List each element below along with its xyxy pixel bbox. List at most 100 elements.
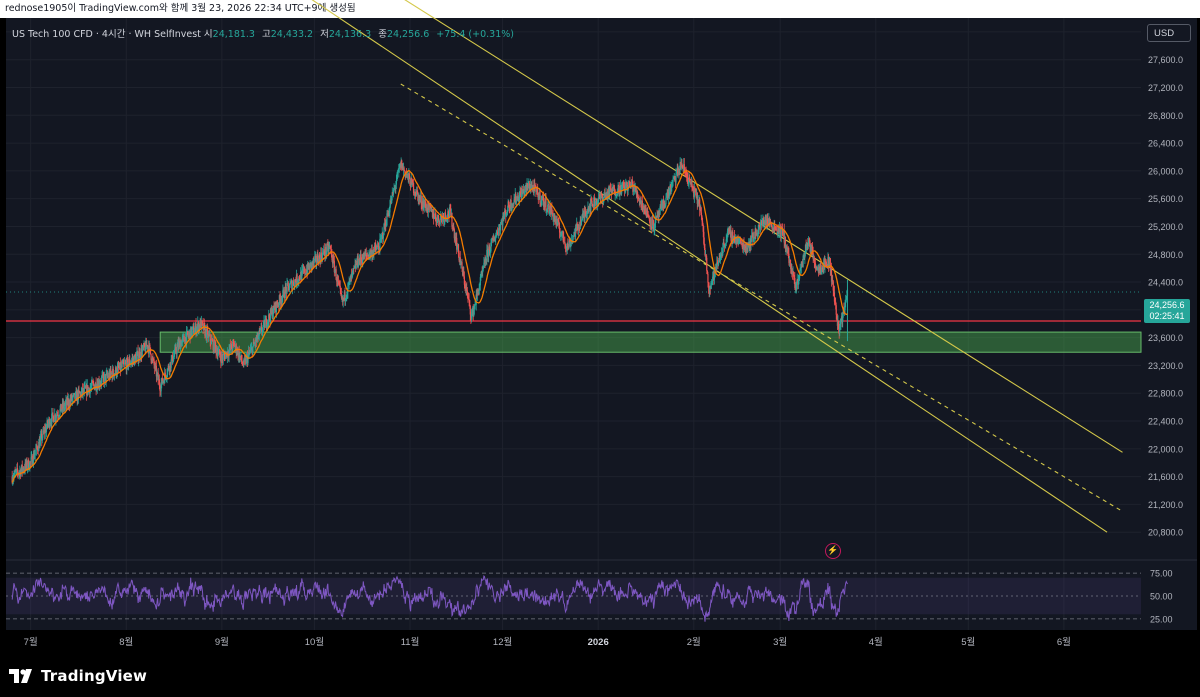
candle-body: [350, 274, 353, 276]
candle-body: [665, 196, 668, 198]
price-axis-area[interactable]: [1141, 18, 1197, 630]
candle-body: [236, 353, 238, 354]
candle-body: [31, 455, 33, 465]
candle-body: [437, 215, 439, 222]
candle-body: [338, 281, 340, 285]
candle-body: [298, 276, 301, 279]
candle-body: [785, 246, 787, 249]
candle-body: [347, 283, 350, 284]
candle-body: [243, 358, 246, 360]
candle-body: [417, 191, 419, 195]
candle-body: [87, 388, 90, 393]
rsi-line: [11, 574, 848, 622]
candle-body: [548, 211, 551, 214]
candle-body: [832, 280, 834, 282]
candle-body: [323, 249, 325, 254]
candle-body: [651, 227, 653, 228]
candle-body: [767, 219, 769, 224]
candle-body: [442, 215, 444, 217]
candle-body: [29, 461, 31, 469]
candle-body: [658, 213, 660, 218]
candle-body: [498, 228, 500, 236]
candle-body: [330, 247, 332, 250]
candle-body: [660, 206, 662, 208]
candle-body: [546, 209, 548, 211]
candle-body: [503, 215, 505, 220]
candle-body: [259, 328, 262, 331]
candle-body: [787, 248, 789, 254]
price-tick-label: 25,200.0: [1148, 222, 1183, 232]
candle-body: [240, 354, 243, 362]
candle-body: [557, 220, 559, 222]
candle-body: [564, 244, 567, 248]
candle-body: [725, 239, 727, 244]
candle-body: [609, 187, 612, 189]
candle-body: [663, 199, 665, 207]
channel-line: [311, 0, 1108, 533]
candle-body: [261, 327, 263, 333]
candle-body: [469, 300, 471, 306]
candle-body: [536, 187, 538, 190]
candle-body: [228, 349, 230, 357]
candle-body: [510, 199, 512, 209]
candle-body: [22, 468, 25, 471]
candle-body: [345, 298, 347, 299]
candle-body: [736, 238, 738, 243]
candle-body: [161, 377, 163, 384]
ma-line: [11, 169, 848, 483]
candle-body: [357, 265, 360, 266]
candle-body: [529, 188, 531, 190]
candle-body: [537, 189, 539, 196]
candle-body: [799, 268, 801, 276]
candle-body: [106, 372, 108, 376]
candle-body: [552, 213, 554, 220]
rsi-pane[interactable]: 25.00 50.00 75.00: [6, 569, 1173, 625]
symbol-legend: US Tech 100 CFD · 4시간 · WH SelfInvest 시2…: [12, 26, 518, 40]
candle-body: [26, 460, 28, 469]
candle-body: [395, 180, 398, 185]
lightning-icon[interactable]: ⚡: [825, 543, 841, 559]
candle-body: [730, 230, 732, 241]
candle-body: [684, 171, 687, 173]
candle-body: [601, 194, 603, 199]
candle-body: [564, 241, 566, 245]
candle-body: [539, 191, 541, 203]
candle-body: [515, 194, 517, 203]
candle-body: [506, 210, 509, 213]
candle-body: [473, 308, 475, 316]
candle-body: [828, 263, 830, 267]
candle-body: [32, 453, 35, 464]
candle-body: [566, 248, 568, 250]
candle-body: [276, 301, 278, 306]
candle-body: [665, 197, 667, 205]
candle-body: [100, 378, 103, 384]
candle-body: [571, 239, 574, 241]
candle-body: [430, 205, 432, 208]
candle-body: [446, 219, 448, 221]
candle-body: [522, 190, 524, 194]
candle-body: [149, 347, 152, 354]
candle-body: [490, 239, 493, 243]
candle-body: [609, 187, 611, 196]
tradingview-logo[interactable]: TradingView: [9, 667, 147, 685]
candle-body: [209, 334, 211, 342]
candle-body: [701, 216, 703, 222]
candle-body: [703, 231, 705, 244]
currency-selector[interactable]: USD: [1147, 24, 1191, 42]
candle-body: [210, 339, 212, 344]
candle-body: [711, 280, 713, 284]
high-value: 24,433.2: [270, 29, 314, 40]
candle-body: [531, 186, 533, 189]
candle-body: [574, 227, 577, 238]
candle-body: [581, 215, 583, 222]
candle-body: [557, 220, 559, 225]
candle-body: [722, 242, 724, 248]
candle-body: [291, 284, 293, 290]
candle-body: [706, 270, 708, 274]
support-zone[interactable]: [159, 331, 1142, 353]
price-tick-label: 27,600.0: [1148, 55, 1183, 65]
candle-body: [603, 197, 605, 198]
candle-body: [47, 422, 49, 426]
candle-body: [105, 373, 107, 382]
